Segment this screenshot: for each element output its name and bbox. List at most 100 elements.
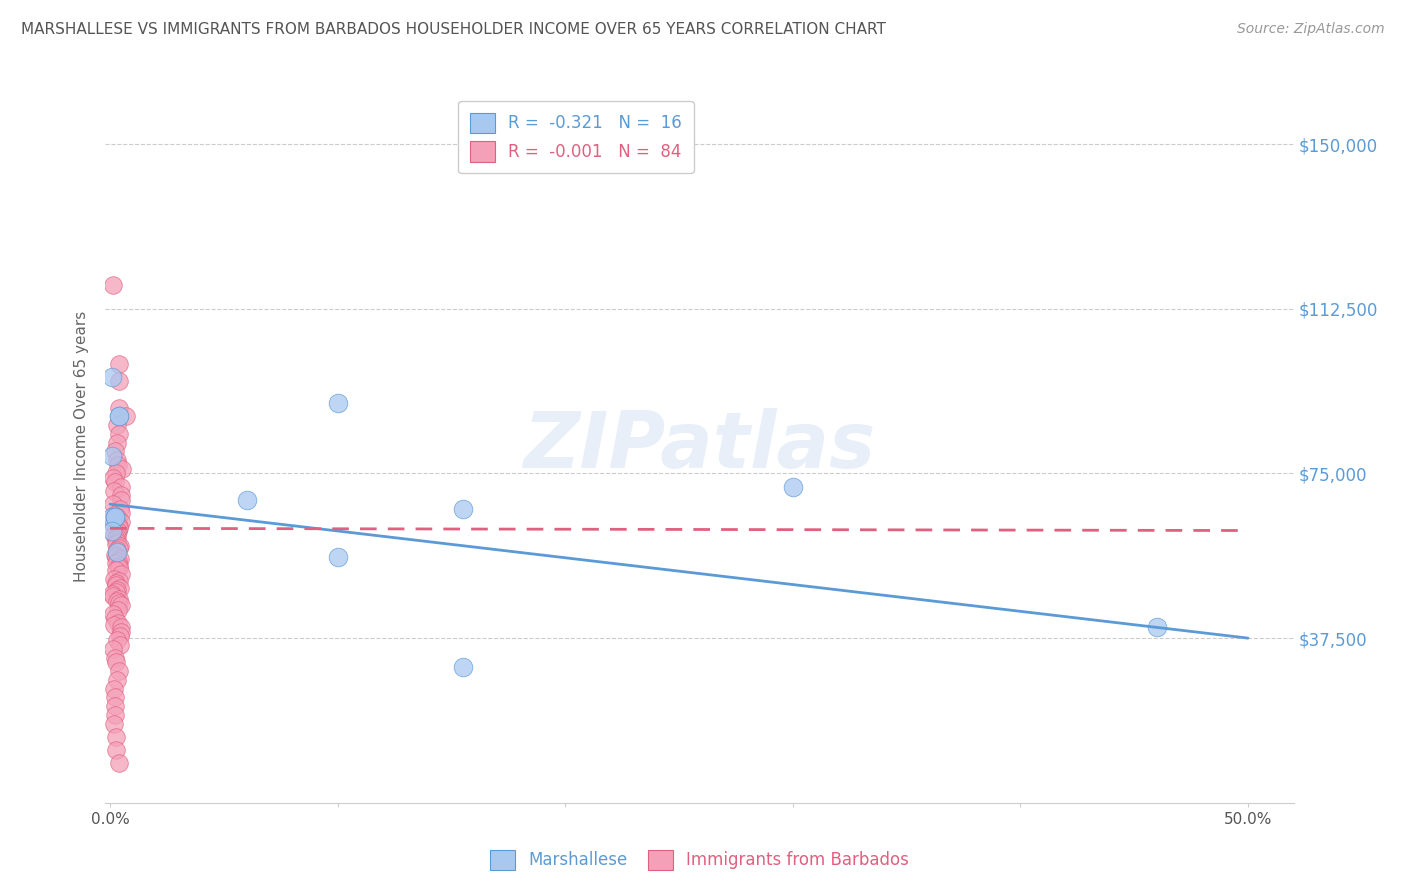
Point xyxy=(104,699,127,714)
Point xyxy=(103,642,125,657)
Point xyxy=(103,618,125,632)
Point xyxy=(110,488,132,502)
Y-axis label: Householder Income Over 65 years: Householder Income Over 65 years xyxy=(75,310,90,582)
Point xyxy=(108,409,131,424)
Point xyxy=(103,681,125,696)
Point xyxy=(108,539,131,553)
Point xyxy=(105,549,128,564)
Point xyxy=(107,435,129,450)
Point xyxy=(101,369,124,384)
Point xyxy=(105,534,128,549)
Point xyxy=(108,409,131,424)
Point xyxy=(101,277,124,292)
Point xyxy=(107,591,129,606)
Point xyxy=(105,576,128,591)
Legend: Marshallese, Immigrants from Barbados: Marshallese, Immigrants from Barbados xyxy=(484,843,915,877)
Point xyxy=(101,607,124,621)
Point xyxy=(108,664,131,678)
Point xyxy=(107,543,129,558)
Point xyxy=(110,624,132,639)
Point xyxy=(326,396,349,410)
Point xyxy=(105,673,128,687)
Point xyxy=(104,690,127,705)
Point xyxy=(105,743,128,757)
Point xyxy=(110,515,132,529)
Point xyxy=(105,633,128,648)
Point xyxy=(104,548,127,562)
Point xyxy=(108,541,131,555)
Point xyxy=(105,418,128,433)
Point xyxy=(104,611,127,625)
Point xyxy=(101,590,124,604)
Point xyxy=(108,357,131,371)
Point xyxy=(108,756,131,771)
Point xyxy=(107,524,129,538)
Point xyxy=(105,585,128,599)
Point xyxy=(108,521,131,535)
Point xyxy=(104,557,127,571)
Point xyxy=(107,545,129,559)
Point xyxy=(104,708,127,723)
Point xyxy=(107,615,129,630)
Point xyxy=(104,475,127,490)
Point xyxy=(103,510,125,524)
Point xyxy=(103,508,125,523)
Point xyxy=(105,530,128,544)
Point xyxy=(326,549,349,564)
Point xyxy=(101,449,124,463)
Point xyxy=(105,525,128,540)
Point xyxy=(104,533,127,547)
Point xyxy=(105,453,128,467)
Point xyxy=(105,582,128,597)
Point xyxy=(101,471,124,485)
Point xyxy=(101,587,124,601)
Point xyxy=(103,483,125,498)
Point xyxy=(111,462,134,476)
Point xyxy=(110,581,132,595)
Point xyxy=(103,510,125,524)
Point xyxy=(108,519,131,533)
Point xyxy=(101,524,124,538)
Point xyxy=(108,629,131,643)
Point xyxy=(110,480,132,494)
Point xyxy=(105,510,128,524)
Point xyxy=(107,554,129,568)
Point xyxy=(103,572,125,586)
Point xyxy=(107,596,129,610)
Point xyxy=(110,598,132,612)
Text: MARSHALLESE VS IMMIGRANTS FROM BARBADOS HOUSEHOLDER INCOME OVER 65 YEARS CORRELA: MARSHALLESE VS IMMIGRANTS FROM BARBADOS … xyxy=(21,22,886,37)
Point xyxy=(105,545,128,559)
Point xyxy=(110,620,132,634)
Point xyxy=(108,401,131,415)
Point xyxy=(101,497,124,511)
Point xyxy=(108,574,131,588)
Point xyxy=(110,506,132,520)
Point xyxy=(782,480,804,494)
Point xyxy=(108,561,131,575)
Point xyxy=(108,501,131,516)
Point xyxy=(235,492,257,507)
Point xyxy=(105,594,128,608)
Point xyxy=(1146,620,1168,634)
Point xyxy=(104,537,127,551)
Point xyxy=(103,528,125,542)
Text: Source: ZipAtlas.com: Source: ZipAtlas.com xyxy=(1237,22,1385,37)
Point xyxy=(104,467,127,481)
Point xyxy=(107,374,129,388)
Point xyxy=(110,492,132,507)
Point xyxy=(103,516,125,531)
Point xyxy=(107,458,129,472)
Point xyxy=(451,501,474,516)
Point xyxy=(101,510,124,524)
Point xyxy=(105,563,128,577)
Point xyxy=(105,578,128,592)
Point xyxy=(114,409,136,424)
Point xyxy=(107,558,129,573)
Point xyxy=(110,567,132,582)
Point xyxy=(103,716,125,731)
Point xyxy=(108,426,131,441)
Text: ZIPatlas: ZIPatlas xyxy=(523,408,876,484)
Point xyxy=(108,638,131,652)
Point xyxy=(451,659,474,673)
Point xyxy=(105,730,128,744)
